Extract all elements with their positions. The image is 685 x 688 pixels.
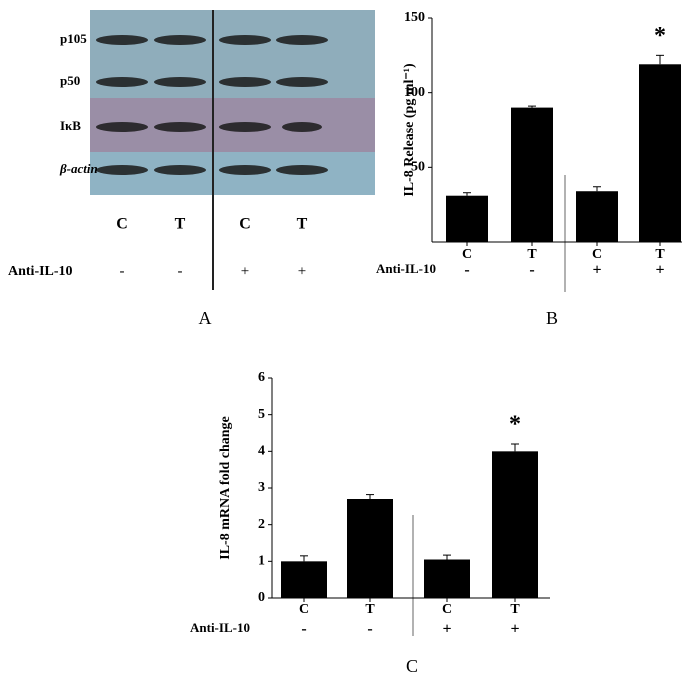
- y-axis-label: IL-8 mRNA fold change: [218, 416, 233, 560]
- x-tick-label: T: [655, 247, 665, 262]
- x-tick-label: C: [592, 247, 602, 262]
- x-tick-label: C: [299, 602, 309, 617]
- blot-band: [282, 122, 322, 132]
- blot-band: [219, 165, 271, 175]
- blot-band: [154, 35, 206, 45]
- error-bar: [443, 554, 451, 560]
- blot-band: [276, 165, 328, 175]
- error-bar: [593, 186, 601, 192]
- y-tick-label: 4: [258, 444, 265, 459]
- y-tick-label: 6: [258, 370, 265, 385]
- bar: [492, 451, 538, 598]
- treatment-label: Anti-IL-10: [8, 264, 73, 279]
- bar: [281, 561, 327, 598]
- blot-band: [154, 77, 206, 87]
- blot-band: [154, 122, 206, 132]
- x-tick-label: C: [462, 247, 472, 262]
- lane-label: T: [297, 216, 308, 233]
- y-tick-label: 50: [411, 160, 425, 175]
- y-tick-label: 150: [404, 10, 425, 25]
- y-tick-label: 3: [258, 480, 265, 495]
- error-bar: [528, 105, 536, 108]
- treatment-label: Anti-IL-10: [190, 620, 250, 635]
- treatment-label: Anti-IL-10: [376, 261, 436, 276]
- bar: [639, 64, 681, 242]
- y-tick-label: 100: [404, 85, 425, 100]
- lane-label: C: [116, 216, 128, 233]
- significance-marker: *: [654, 23, 666, 49]
- y-tick-label: 0: [258, 590, 265, 605]
- treatment-sign: +: [655, 262, 664, 279]
- blot-row-label: p50: [60, 73, 80, 88]
- error-bar: [511, 443, 519, 452]
- bar: [446, 195, 488, 242]
- bar: [347, 499, 393, 598]
- error-bar: [656, 54, 664, 65]
- x-tick-label: C: [442, 602, 452, 617]
- error-bar: [463, 192, 471, 196]
- blot-band: [154, 165, 206, 175]
- panel-label: C: [406, 656, 418, 676]
- blot-band: [96, 35, 148, 45]
- y-axis-label: IL-8 Release (pg ml⁻¹): [402, 63, 417, 197]
- x-tick-label: T: [527, 247, 537, 262]
- bar: [576, 191, 618, 242]
- x-tick-label: T: [365, 602, 375, 617]
- blot-row-label: p105: [60, 31, 87, 46]
- treatment-sign: -: [178, 263, 183, 279]
- treatment-sign: -: [529, 262, 534, 279]
- treatment-sign: +: [442, 621, 451, 638]
- treatment-sign: -: [367, 621, 372, 638]
- treatment-sign: -: [301, 621, 306, 638]
- y-tick-label: 5: [258, 407, 265, 422]
- blot-row-label: β-actin: [59, 161, 98, 176]
- panel-label: A: [199, 308, 212, 328]
- blot-band: [96, 165, 148, 175]
- treatment-sign: +: [592, 262, 601, 279]
- blot-band: [96, 77, 148, 87]
- lane-label: T: [175, 216, 186, 233]
- significance-marker: *: [509, 412, 521, 438]
- error-bar: [366, 494, 374, 499]
- blot-band: [219, 77, 271, 87]
- blot-band: [276, 77, 328, 87]
- error-bar: [300, 555, 308, 562]
- lane-label: C: [239, 216, 251, 233]
- treatment-sign: -: [464, 262, 469, 279]
- bar: [424, 559, 470, 598]
- blot-band: [96, 122, 148, 132]
- panel-label: B: [546, 308, 558, 328]
- blot-band: [219, 122, 271, 132]
- treatment-sign: +: [298, 263, 306, 279]
- treatment-sign: +: [510, 621, 519, 638]
- bar: [511, 107, 553, 242]
- blot-band: [219, 35, 271, 45]
- treatment-sign: -: [120, 263, 125, 279]
- treatment-sign: +: [241, 263, 249, 279]
- blot-band: [276, 35, 328, 45]
- blot-row-label: IκB: [60, 118, 81, 133]
- x-tick-label: T: [510, 602, 520, 617]
- y-tick-label: 2: [258, 517, 265, 532]
- blot: [96, 35, 328, 175]
- y-tick-label: 1: [258, 554, 265, 569]
